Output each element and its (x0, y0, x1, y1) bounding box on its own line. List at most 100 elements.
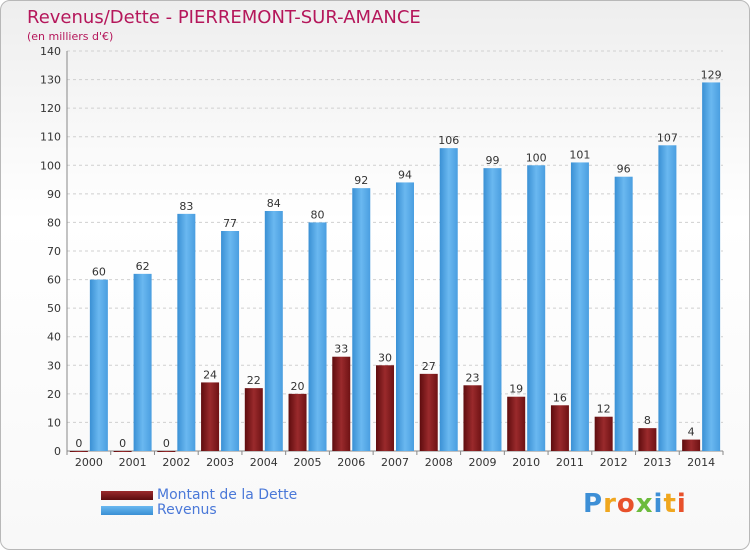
value-label-dette: 0 (75, 437, 82, 450)
y-tick-label: 110 (40, 131, 61, 144)
bar-dette (550, 405, 569, 451)
x-tick-label: 2011 (556, 456, 584, 469)
bar-revenus (352, 188, 371, 451)
y-tick-label: 80 (47, 216, 61, 229)
bar-dette (507, 396, 526, 451)
y-tick-label: 100 (40, 159, 61, 172)
legend-label-dette: Montant de la Dette (157, 487, 298, 503)
bar-dette (376, 365, 394, 451)
value-label-dette: 24 (203, 368, 217, 381)
value-label-revenus: 101 (569, 148, 590, 161)
value-label-dette: 4 (688, 426, 695, 439)
legend-swatch-revenus (101, 505, 153, 515)
bar-dette (638, 428, 657, 451)
value-label-revenus: 94 (398, 168, 412, 181)
legend-item-dette: Montant de la Dette (101, 487, 297, 503)
value-label-dette: 0 (119, 437, 126, 450)
bar-revenus (308, 222, 327, 451)
x-tick-label: 2004 (250, 456, 278, 469)
value-label-dette: 33 (334, 343, 348, 356)
value-label-dette: 30 (378, 351, 392, 364)
value-label-revenus: 107 (657, 131, 678, 144)
value-label-revenus: 80 (311, 208, 325, 221)
proxiti-logo: Proxiti (583, 489, 687, 519)
chart-title: Revenus/Dette - PIERREMONT-SUR-AMANCE (27, 7, 421, 28)
value-label-dette: 20 (291, 380, 305, 393)
value-label-revenus: 99 (485, 154, 499, 167)
value-label-dette: 0 (163, 437, 170, 450)
bar-revenus (702, 82, 721, 451)
bar-dette (113, 451, 132, 452)
value-label-revenus: 92 (354, 174, 368, 187)
value-label-dette: 19 (509, 383, 523, 396)
bar-revenus (177, 213, 196, 451)
y-tick-label: 90 (47, 188, 61, 201)
bar-revenus (133, 273, 152, 451)
value-label-dette: 12 (597, 403, 611, 416)
value-label-revenus: 62 (136, 260, 150, 273)
value-label-revenus: 83 (179, 200, 193, 213)
x-tick-label: 2001 (119, 456, 147, 469)
bar-revenus (483, 168, 502, 451)
bar-dette (201, 382, 220, 451)
x-tick-label: 2000 (75, 456, 103, 469)
value-label-dette: 23 (465, 371, 479, 384)
y-tick-label: 70 (47, 245, 61, 258)
legend-item-revenus: Revenus (101, 502, 217, 518)
bar-revenus (264, 211, 283, 451)
y-tick-label: 50 (47, 302, 61, 315)
legend-label-revenus: Revenus (157, 502, 217, 518)
x-tick-label: 2010 (512, 456, 540, 469)
y-tick-label: 10 (47, 416, 61, 429)
bar-revenus (614, 176, 633, 451)
bar-dette (244, 388, 263, 451)
y-tick-label: 140 (40, 45, 61, 58)
x-tick-label: 2006 (337, 456, 365, 469)
bar-revenus (89, 279, 108, 451)
bar-revenus (396, 182, 414, 451)
bar-revenus (570, 162, 589, 451)
bar-revenus (527, 165, 546, 452)
x-tick-label: 2009 (468, 456, 496, 469)
legend-swatch-dette (101, 490, 153, 500)
bar-revenus (658, 145, 677, 452)
x-tick-label: 2014 (687, 456, 715, 469)
y-tick-label: 30 (47, 359, 61, 372)
bar-dette (682, 439, 701, 451)
x-tick-label: 2005 (294, 456, 322, 469)
y-tick-label: 120 (40, 102, 61, 115)
x-tick-label: 2003 (206, 456, 234, 469)
y-tick-label: 40 (47, 331, 61, 344)
value-label-dette: 27 (422, 360, 436, 373)
bar-revenus (439, 148, 458, 451)
bar-revenus (221, 231, 240, 451)
bar-dette (157, 451, 176, 452)
value-label-revenus: 77 (223, 217, 237, 230)
bar-dette (463, 385, 482, 451)
x-tick-label: 2012 (600, 456, 628, 469)
value-label-revenus: 84 (267, 197, 281, 210)
value-label-revenus: 100 (526, 151, 547, 164)
chart-subtitle: (en milliers d'€) (27, 30, 114, 43)
y-tick-label: 60 (47, 274, 61, 287)
bar-dette (419, 373, 438, 451)
x-tick-label: 2008 (425, 456, 453, 469)
bar-dette (69, 451, 88, 452)
y-tick-label: 130 (40, 74, 61, 87)
value-label-dette: 22 (247, 374, 261, 387)
y-tick-label: 20 (47, 388, 61, 401)
value-label-revenus: 60 (92, 266, 106, 279)
x-tick-label: 2002 (162, 456, 190, 469)
value-label-revenus: 106 (438, 134, 459, 147)
bar-dette (332, 356, 351, 451)
value-label-revenus: 129 (701, 68, 722, 81)
value-label-dette: 16 (553, 391, 567, 404)
y-tick-label: 0 (54, 445, 61, 458)
bar-dette (288, 393, 307, 451)
value-label-revenus: 96 (617, 163, 631, 176)
bar-dette (594, 416, 613, 451)
x-tick-label: 2013 (643, 456, 671, 469)
value-label-dette: 8 (644, 414, 651, 427)
